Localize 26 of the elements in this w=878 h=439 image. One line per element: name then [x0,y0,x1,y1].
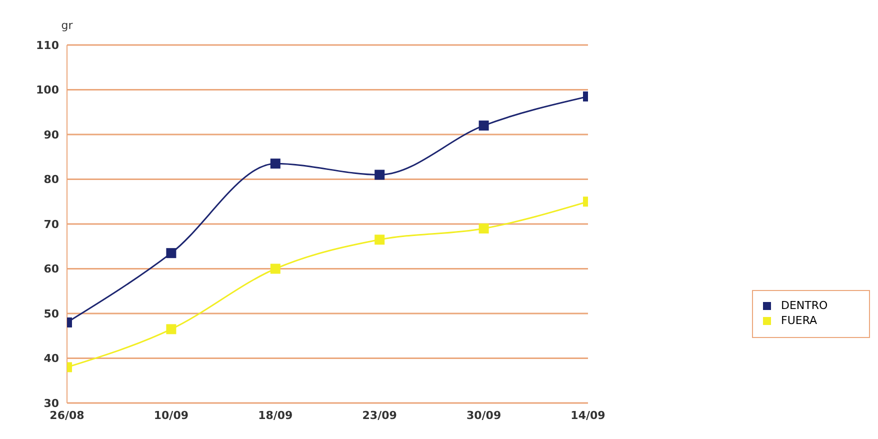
point [270,264,280,274]
point [478,223,489,234]
y-tick-label: 30 [44,396,60,410]
legend-label: FUERA [781,314,818,327]
y-tick-label: 60 [44,262,60,276]
y-tick-label: 80 [44,173,60,186]
point [374,234,385,245]
x-tick-label: 10/09 [154,408,189,422]
x-tick-label: 30/09 [466,408,502,422]
x-tick-label: 18/09 [258,408,293,422]
y-tick-label: 110 [36,38,60,52]
point [166,248,176,258]
y-tick-label: 40 [44,352,60,366]
y-axis-title: gr [61,19,74,32]
point [374,170,385,180]
point [270,158,280,169]
y-tick-label: 50 [44,307,60,320]
x-tick-label: 23/09 [362,408,397,422]
x-tick-label: 14/09 [570,408,606,422]
point [166,324,176,334]
legend-label: DENTRO [781,299,828,312]
y-tick-label: 70 [44,218,60,231]
point [478,120,489,131]
y-tick-label: 100 [36,84,60,97]
x-tick-label: 26/08 [50,408,84,422]
y-tick-label: 90 [44,128,60,142]
